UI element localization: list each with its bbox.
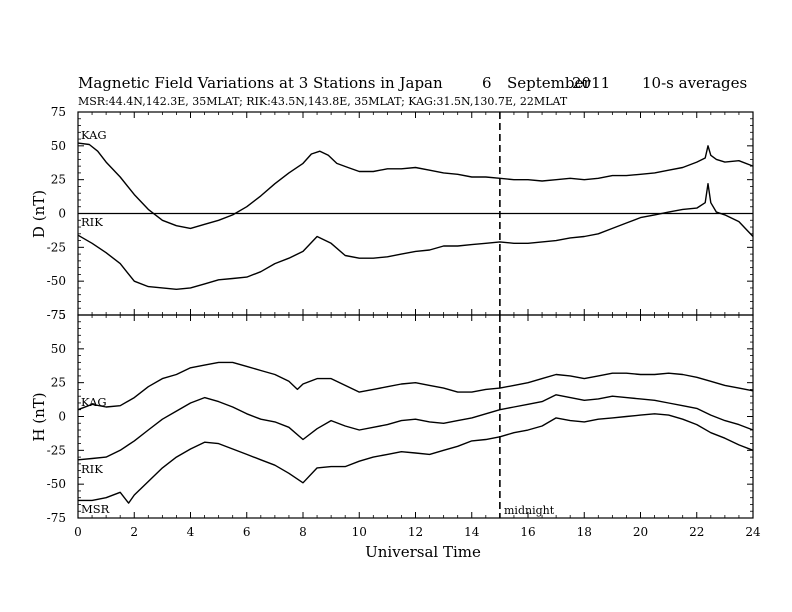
d-ytick-label: -25 (47, 240, 66, 254)
d-ytick-label: -50 (47, 274, 66, 288)
d-ytick-label: 75 (51, 105, 66, 119)
chart-subtitle: MSR:44.4N,142.3E, 35MLAT; RIK:43.5N,143.… (78, 95, 568, 108)
station-label-h-kag: KAG (81, 395, 107, 409)
d-component-panel: -75 -50 -25 0 25 50 75 (47, 105, 754, 322)
d-ytick-label: -75 (47, 308, 66, 322)
station-label-d-rik: RIK (81, 215, 103, 229)
xtick-label: 4 (187, 525, 195, 539)
d-series-kag (77, 142, 754, 230)
midnight-annotation: midnight (504, 504, 555, 517)
h-ytick-label: 50 (51, 342, 66, 356)
d-axis-label: D (nT) (30, 190, 48, 238)
title-day: 6 (482, 74, 492, 92)
xtick-label: 10 (352, 525, 367, 539)
station-label-h-msr: MSR (81, 502, 110, 516)
station-label-d-kag: KAG (81, 128, 107, 142)
d-series-rik (77, 182, 754, 290)
h-ytick-label: 75 (51, 308, 66, 322)
xtick-label: 12 (408, 525, 423, 539)
xtick-label: 8 (299, 525, 307, 539)
chart-title: Magnetic Field Variations at 3 Stations … (78, 74, 443, 92)
h-series-kag (77, 361, 754, 411)
station-label-h-rik: RIK (81, 462, 103, 476)
xtick-label: 18 (577, 525, 592, 539)
xtick-label: 24 (745, 525, 761, 539)
h-ytick-label: -50 (47, 477, 66, 491)
h-ytick-label: 0 (58, 410, 66, 424)
title-averaging-note: 10-s averages (642, 74, 747, 92)
d-ytick-label: 0 (58, 207, 66, 221)
h-panel-frame (77, 314, 754, 519)
xtick-label: 6 (243, 525, 251, 539)
title-month: September (507, 74, 591, 92)
d-ytick-label: 50 (51, 139, 66, 153)
h-ytick-label: -75 (47, 511, 66, 525)
d-ytick-label: 25 (51, 173, 66, 187)
h-series-msr (78, 413, 754, 504)
h-axis-label: H (nT) (30, 392, 48, 441)
xtick-label: 14 (464, 525, 480, 539)
xtick-label: 16 (520, 525, 535, 539)
xtick-label: 0 (74, 525, 82, 539)
h-series-rik (77, 394, 754, 461)
h-ytick-label: -25 (47, 443, 66, 457)
x-axis-label: Universal Time (365, 543, 481, 561)
xtick-label: 22 (689, 525, 704, 539)
h-ytick-label: 25 (51, 376, 66, 390)
xtick-label: 2 (130, 525, 138, 539)
title-year: 2011 (572, 74, 610, 92)
xtick-label: 20 (633, 525, 648, 539)
